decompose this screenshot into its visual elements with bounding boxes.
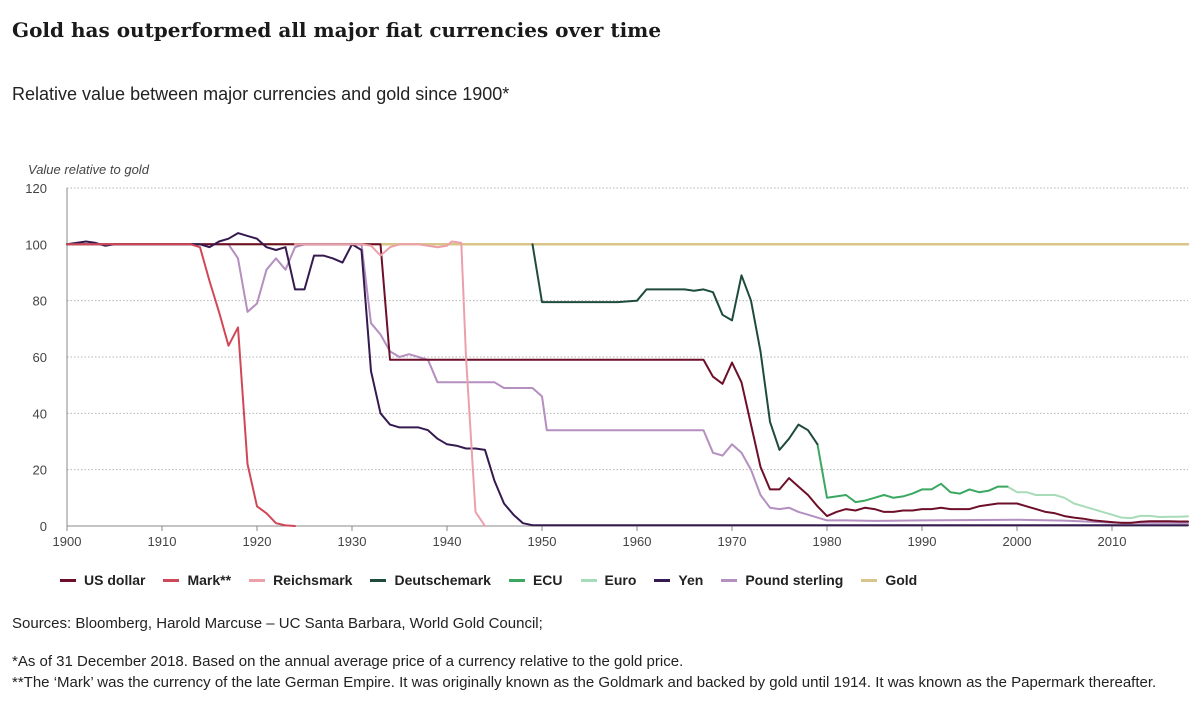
legend-label: Gold xyxy=(885,572,918,588)
legend-swatch xyxy=(654,578,671,582)
x-tick-label: 1940 xyxy=(433,534,462,549)
series-line-euro xyxy=(1006,485,1189,520)
y-tick-label: 80 xyxy=(33,294,47,309)
legend-item-us-dollar: US dollar xyxy=(60,572,145,588)
sources-text: Sources: Bloomberg, Harold Marcuse – UC … xyxy=(12,615,543,632)
line-chart: Value relative to gold 0 20 40 60 80 100 120 190… xyxy=(25,162,1190,549)
y-tick-label: 0 xyxy=(40,519,47,534)
legend-swatch xyxy=(370,578,387,582)
x-tick-label: 1980 xyxy=(813,534,842,549)
legend-item-pound-sterling: Pound sterling xyxy=(721,572,843,588)
legend-label: Reichsmark xyxy=(273,572,353,588)
legend-item-mark: Mark** xyxy=(163,572,231,588)
x-tick-label: 1920 xyxy=(243,534,272,549)
legend-swatch xyxy=(580,578,597,582)
x-tick-label: 1930 xyxy=(338,534,367,549)
legend-label: Deutschemark xyxy=(394,572,491,588)
y-tick-label: 60 xyxy=(33,350,47,365)
footnotes: *As of 31 December 2018. Based on the an… xyxy=(12,651,1182,693)
series-line-reichsmark xyxy=(294,240,486,527)
legend-label: US dollar xyxy=(84,572,146,588)
legend-swatch xyxy=(508,578,525,582)
chart-subtitle: Relative value between major currencies … xyxy=(12,84,510,104)
x-tick-label: 1990 xyxy=(908,534,937,549)
footnote-date: *As of 31 December 2018. Based on the an… xyxy=(12,653,684,670)
series-line-pound-sterling xyxy=(66,243,1189,524)
y-tick-label: 40 xyxy=(33,406,47,421)
series-line-mark xyxy=(66,243,296,527)
y-axis-label: Value relative to gold xyxy=(28,162,150,177)
legend-swatch xyxy=(163,578,180,582)
legend-label: Yen xyxy=(678,572,704,588)
legend-swatch xyxy=(721,578,738,582)
x-tick-label: 2000 xyxy=(1003,534,1032,549)
footnote-mark: **The ‘Mark’ was the currency of the lat… xyxy=(12,674,1157,691)
x-tick-label: 1910 xyxy=(148,534,177,549)
legend-item-euro: Euro xyxy=(580,572,637,588)
x-tick-label: 2010 xyxy=(1098,534,1127,549)
x-tick-label: 1900 xyxy=(53,534,82,549)
y-tick-label: 100 xyxy=(25,237,47,252)
legend-swatch xyxy=(60,578,76,582)
series-line-ecu xyxy=(816,443,1009,504)
y-tick-label: 20 xyxy=(33,463,47,478)
legend-swatch xyxy=(861,578,878,582)
legend-label: Mark** xyxy=(187,572,232,588)
legend-label: Euro xyxy=(604,572,637,588)
legend-swatch xyxy=(249,578,266,582)
x-tick-label: 1950 xyxy=(528,534,557,549)
legend-item-ecu: ECU xyxy=(508,572,563,588)
y-tick-label: 120 xyxy=(25,181,47,196)
series-line-yen xyxy=(66,232,1189,527)
chart-legend: US dollar Mark** Reichsmark Deutschemark ECU… xyxy=(60,570,935,590)
x-tick-label: 1960 xyxy=(623,534,652,549)
series-line-deutschemark xyxy=(531,243,819,451)
legend-label: Pound sterling xyxy=(745,572,844,588)
chart-title: Gold has outperformed all major fiat cur… xyxy=(12,18,662,42)
legend-item-deutschemark: Deutschemark xyxy=(370,572,491,588)
x-tick-label: 1970 xyxy=(718,534,747,549)
legend-item-gold: Gold xyxy=(861,572,917,588)
legend-label: ECU xyxy=(532,572,563,588)
legend-item-reichsmark: Reichsmark xyxy=(249,572,352,588)
legend-item-yen: Yen xyxy=(654,572,703,588)
series-line-us-dollar xyxy=(66,243,1189,524)
